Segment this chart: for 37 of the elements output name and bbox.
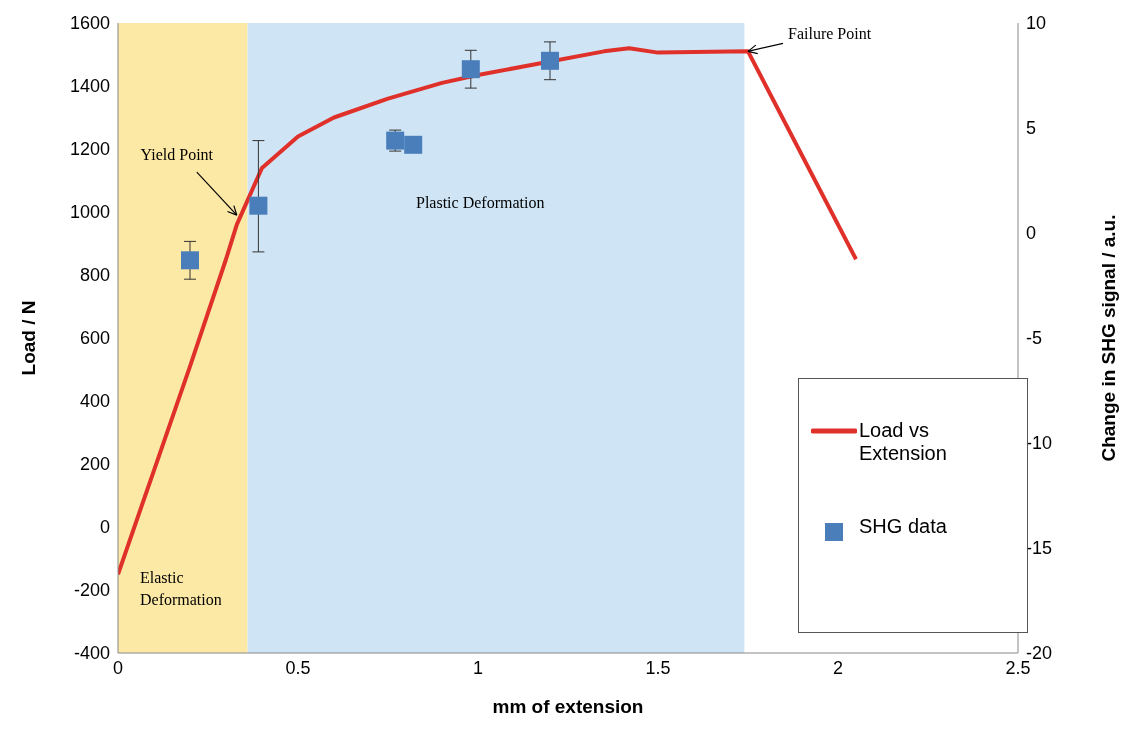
y2-tick-label: -5: [1026, 328, 1043, 349]
y-tick-label: 200: [79, 454, 110, 475]
band-label: Plastic Deformation: [416, 194, 545, 211]
y2-tick-label: 0: [1026, 223, 1037, 244]
x-tick-label: 2.5: [1005, 657, 1031, 678]
x-tick-label: 0: [112, 657, 124, 678]
legend-label: Load vs Extension: [859, 419, 948, 465]
point: [461, 60, 480, 79]
y-tick-label: 1000: [69, 202, 110, 223]
point: [181, 251, 199, 270]
y-tick-label: 1200: [69, 139, 110, 160]
x-tick-label: 1.5: [645, 657, 671, 678]
y2-tick-label: -15: [1026, 538, 1053, 559]
x-tick-label: 1: [472, 657, 484, 678]
y-tick-label: -400: [73, 643, 110, 664]
x-axis-title: mm of extension: [492, 696, 644, 717]
y2-tick-label: -10: [1026, 433, 1053, 454]
annotation: Yield Point: [140, 146, 214, 164]
point: [541, 51, 559, 70]
y-tick-label: 800: [79, 265, 110, 286]
y-tick-label: -200: [73, 580, 110, 601]
y-tick-label: 600: [79, 328, 110, 349]
point: [249, 196, 268, 215]
y-tick-label: 1400: [69, 76, 110, 97]
x-tick-label: 0.5: [285, 657, 311, 678]
y-tick-label: 400: [79, 391, 110, 412]
point: [404, 135, 423, 154]
y-axis-title: Load / N: [17, 300, 39, 376]
y-tick-label: 0: [99, 517, 110, 538]
legend-label: SHG data: [859, 515, 948, 538]
y2-tick-label: 5: [1026, 118, 1037, 139]
y-tick-label: 1600: [69, 13, 110, 34]
y2-axis-title: Change in SHG signal / a.u.: [1097, 214, 1119, 462]
y2-tick-label: 10: [1026, 13, 1047, 34]
band-label: Elastic Deformation: [140, 569, 222, 608]
annotation: Failure Point: [788, 25, 872, 43]
x-tick-label: 2: [832, 657, 844, 678]
